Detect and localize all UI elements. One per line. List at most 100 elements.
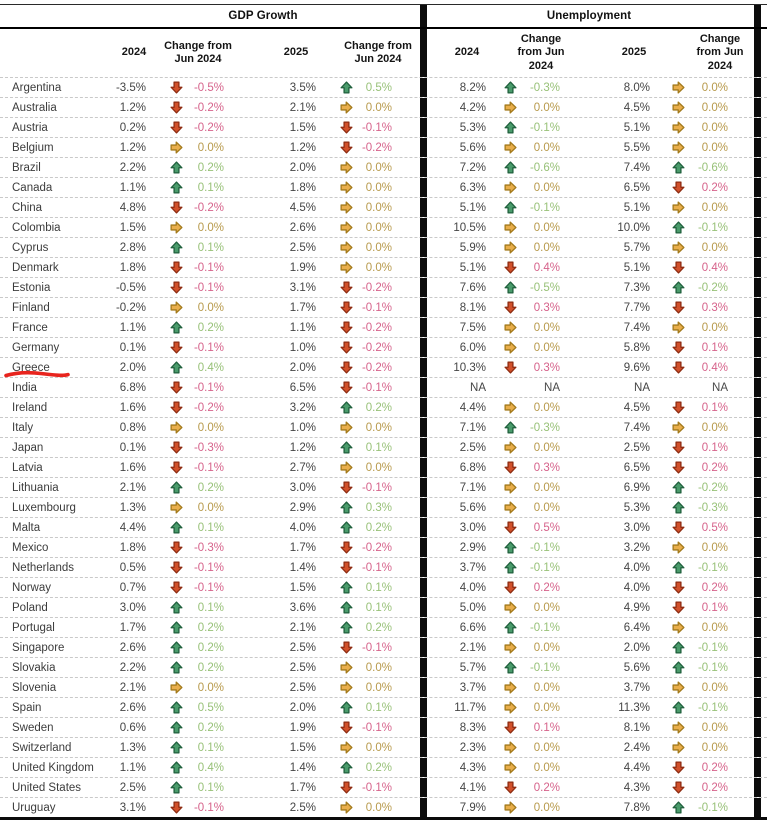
change-cell: -0.1% [492, 558, 572, 577]
edge-cell [748, 118, 767, 137]
change-cell: 0.0% [492, 598, 572, 617]
right-arrow-icon [672, 141, 685, 154]
change-value: 0.2% [365, 401, 392, 414]
change-cell: 0.0% [660, 198, 748, 217]
section-divider-bar [419, 538, 427, 557]
change-value: 0.1% [197, 181, 224, 194]
change-value: 0.0% [701, 721, 728, 734]
down-arrow-icon [170, 381, 183, 394]
value-cell: 4.9% [623, 601, 650, 614]
change-value: -0.1% [361, 641, 392, 654]
change-cell: 0.0% [492, 338, 572, 357]
change-cell: 0.0% [492, 98, 572, 117]
edge-cell [748, 5, 767, 27]
down-arrow-icon [504, 721, 517, 734]
change-cell: 0.0% [158, 218, 238, 237]
up-arrow-icon [672, 481, 685, 494]
value-cell: 1.5% [289, 581, 316, 594]
change-value: 0.0% [197, 301, 224, 314]
value-cell: 7.9% [459, 801, 486, 814]
change-cell: 0.0% [492, 798, 572, 817]
change-cell: 0.0% [328, 658, 416, 677]
right-arrow-icon [672, 681, 685, 694]
up-arrow-icon [340, 581, 353, 594]
table-row: Norway 0.7% -0.1% 1.5% 0.1% 4.0% 0.2% 4.0%… [0, 577, 767, 597]
section-divider-bar [419, 318, 427, 337]
section-divider-bar [419, 798, 427, 817]
right-arrow-icon [340, 661, 353, 674]
divider-cell [416, 558, 430, 577]
country-label: Colombia [12, 221, 61, 234]
edge-cell [748, 638, 767, 657]
value-cell: -0.2% [115, 301, 146, 314]
change-cell: 0.4% [492, 258, 572, 277]
value-cell: 5.1% [459, 261, 486, 274]
change-cell: -0.1% [328, 478, 416, 497]
change-value: 0.2% [701, 581, 728, 594]
table-row: Canada 1.1% 0.1% 1.8% 0.0% 6.3% 0.0% 6.5% … [0, 177, 767, 197]
value-cell: 5.3% [459, 121, 486, 134]
section-divider-bar [419, 638, 427, 657]
change-value: -0.1% [193, 581, 224, 594]
change-cell: 0.0% [660, 418, 748, 437]
value-cell: 3.5% [289, 81, 316, 94]
up-arrow-icon [672, 221, 685, 234]
change-value: -0.6% [697, 161, 728, 174]
right-arrow-icon [672, 741, 685, 754]
right-edge-bar [754, 478, 761, 497]
change-cell: 0.2% [328, 518, 416, 537]
down-arrow-icon [170, 401, 183, 414]
change-cell: -0.2% [328, 318, 416, 337]
change-cell: 0.2% [158, 638, 238, 657]
table-row: Australia 1.2% -0.2% 2.1% 0.0% 4.2% 0.0% 4… [0, 97, 767, 117]
change-value: 0.2% [365, 521, 392, 534]
change-cell: 0.4% [660, 258, 748, 277]
change-cell: 0.0% [158, 138, 238, 157]
divider-cell [416, 238, 430, 257]
value-cell: 1.2% [119, 101, 146, 114]
divider-cell [416, 5, 430, 27]
change-cell: 0.5% [660, 518, 748, 537]
up-arrow-icon [672, 701, 685, 714]
change-cell: -0.3% [158, 538, 238, 557]
change-cell: -0.1% [328, 558, 416, 577]
section-divider-bar [419, 98, 427, 117]
change-cell: 0.0% [660, 738, 748, 757]
change-cell: -0.1% [328, 118, 416, 137]
change-cell: -0.1% [492, 198, 572, 217]
value-cell: 1.2% [119, 141, 146, 154]
right-edge-bar [754, 118, 761, 137]
table-row: Estonia -0.5% -0.1% 3.1% -0.2% 7.6% -0.5%… [0, 277, 767, 297]
change-value: 0.2% [197, 641, 224, 654]
change-value: 0.1% [701, 401, 728, 414]
change-cell: 0.1% [328, 438, 416, 457]
change-cell: 0.2% [660, 778, 748, 797]
change-value: 0.0% [365, 201, 392, 214]
country-label: India [12, 381, 37, 394]
right-edge-bar [754, 638, 761, 657]
value-cell: 10.0% [617, 221, 650, 234]
table-row: Japan 0.1% -0.3% 1.2% 0.1% 2.5% 0.0% 2.5% … [0, 437, 767, 457]
change-cell: 0.1% [492, 718, 572, 737]
value-cell: 0.8% [119, 421, 146, 434]
value-cell: 2.5% [289, 641, 316, 654]
section-divider-bar [419, 618, 427, 637]
divider-cell [416, 438, 430, 457]
down-arrow-icon [672, 401, 685, 414]
change-cell: 0.0% [660, 98, 748, 117]
forecast-table: GDP Growth Unemployment 2024 Change from… [0, 4, 767, 820]
change-cell: -0.1% [492, 618, 572, 637]
change-cell: -0.1% [158, 558, 238, 577]
change-cell: 0.0% [328, 738, 416, 757]
value-cell: 7.4% [623, 421, 650, 434]
value-cell: 1.7% [119, 621, 146, 634]
up-arrow-icon [170, 481, 183, 494]
change-cell: 0.0% [492, 738, 572, 757]
change-value: 0.0% [365, 421, 392, 434]
change-value: 0.0% [701, 421, 728, 434]
right-arrow-icon [504, 601, 517, 614]
right-edge-bar [754, 678, 761, 697]
value-cell: 10.5% [453, 221, 486, 234]
value-cell: 3.0% [289, 481, 316, 494]
up-arrow-icon [170, 781, 183, 794]
